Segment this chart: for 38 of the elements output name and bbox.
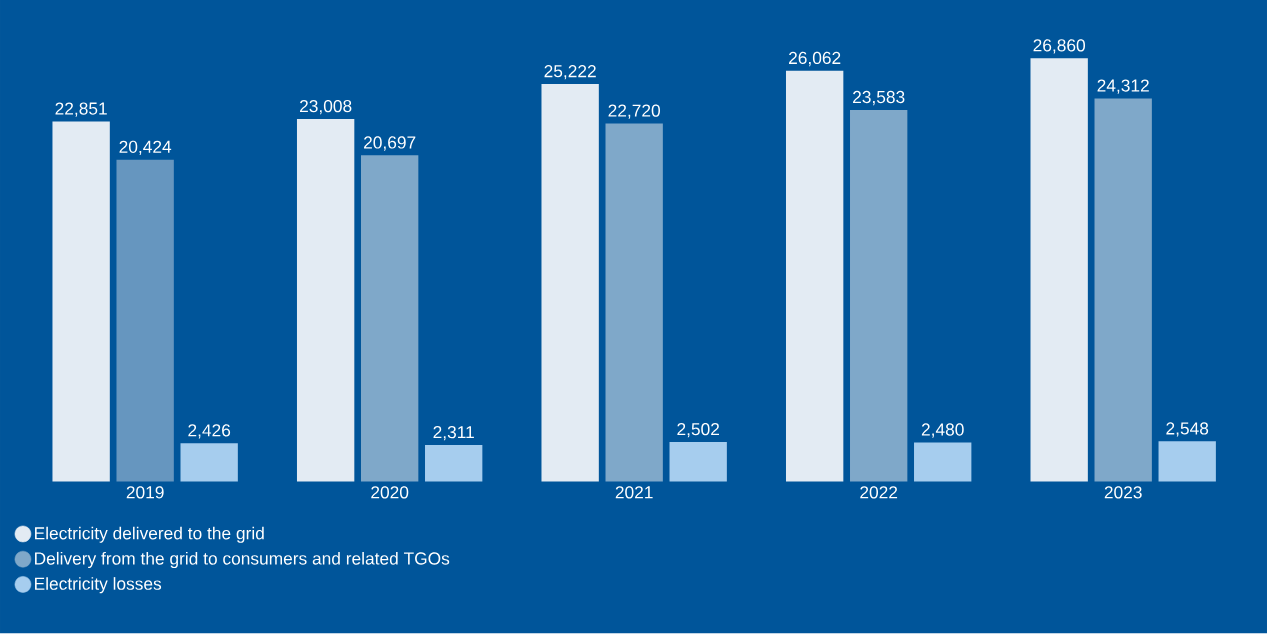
bar bbox=[1030, 58, 1088, 482]
data-label: 26,860 bbox=[1033, 39, 1086, 54]
data-label: 25,222 bbox=[544, 65, 596, 80]
bar bbox=[425, 445, 483, 482]
x-tick-label: 2022 bbox=[860, 486, 898, 499]
bar bbox=[541, 84, 599, 482]
x-tick-label: 2020 bbox=[371, 486, 409, 499]
bar bbox=[52, 121, 110, 482]
bar bbox=[116, 159, 174, 482]
bar bbox=[296, 119, 355, 482]
legend-label: Electricity losses bbox=[35, 577, 162, 594]
legend-label: Delivery from the grid to consumers and related TGOs bbox=[35, 552, 450, 569]
data-label: 20,697 bbox=[364, 136, 416, 151]
data-label: 23,008 bbox=[300, 100, 352, 115]
data-label: 2,502 bbox=[677, 423, 719, 438]
x-tick-label: 2021 bbox=[615, 486, 653, 499]
bar bbox=[914, 442, 972, 482]
data-label: 26,062 bbox=[789, 52, 841, 67]
bar bbox=[180, 443, 238, 482]
x-tick-label: 2019 bbox=[126, 486, 164, 499]
data-label: 20,424 bbox=[119, 140, 172, 156]
data-label: 22,720 bbox=[608, 104, 661, 120]
bar bbox=[360, 155, 419, 482]
data-label: 2,311 bbox=[433, 426, 474, 441]
data-label: 22,851 bbox=[55, 102, 107, 117]
data-label: 2,548 bbox=[1166, 422, 1209, 437]
data-label: 2,480 bbox=[921, 423, 964, 438]
bar bbox=[669, 442, 727, 482]
data-label: 24,312 bbox=[1097, 79, 1149, 94]
legend-label: Electricity delivered to the grid bbox=[35, 526, 264, 544]
bar bbox=[1158, 441, 1216, 482]
data-label: 2,426 bbox=[188, 424, 231, 439]
x-tick-label: 2023 bbox=[1104, 486, 1142, 499]
bar bbox=[785, 71, 844, 482]
data-label: 23,583 bbox=[853, 91, 905, 106]
bar bbox=[850, 110, 908, 482]
bar bbox=[605, 123, 663, 482]
bar bbox=[1094, 98, 1152, 482]
